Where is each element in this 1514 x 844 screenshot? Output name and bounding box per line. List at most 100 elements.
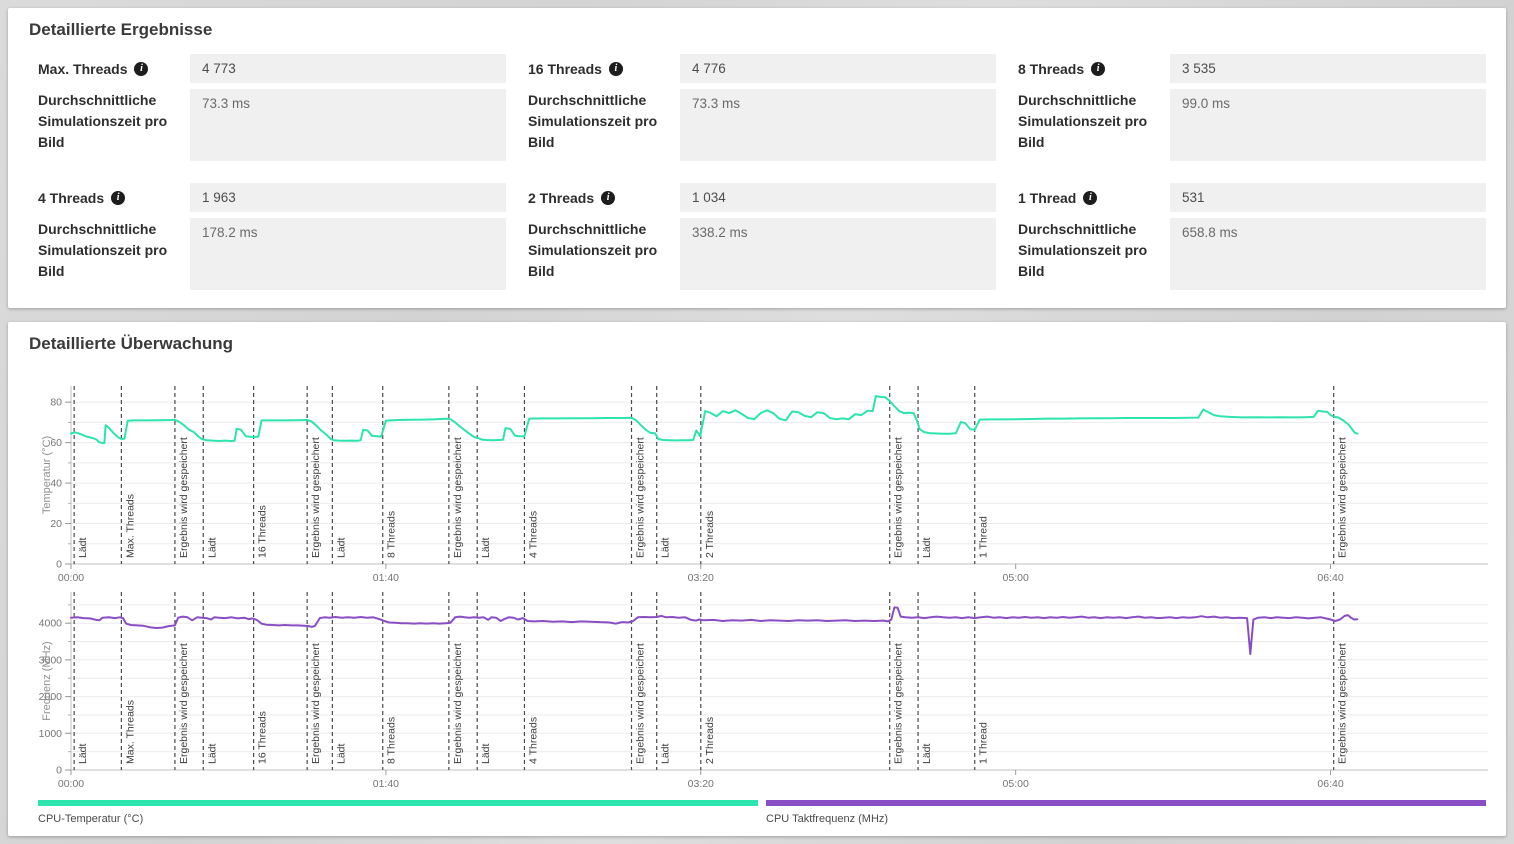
event-marker-label: Max. Threads: [124, 494, 136, 558]
x-tick-label: 06:40: [1317, 572, 1343, 584]
cpu-temperature-chart: 0 20 40 60 80 00:00 01:40 03:20 05:00 06:40 Lädt Ma…: [41, 386, 1488, 584]
event-marker-label: Max. Threads: [124, 700, 136, 764]
result-item: 4 Threads i 1 963 Durchschnittliche Simu…: [38, 183, 506, 290]
result-label-text: 8 Threads: [1018, 60, 1085, 77]
result-label-text: 1 Thread: [1018, 189, 1077, 206]
y-tick-label: 60: [50, 437, 62, 449]
result-score-value: 531: [1182, 190, 1205, 205]
result-score-field: 4 776: [680, 54, 996, 83]
result-score-value: 3 535: [1182, 61, 1216, 76]
x-tick-label: 03:20: [688, 778, 714, 790]
avg-time-field: 99.0 ms: [1170, 89, 1486, 161]
results-grid: Max. Threads i 4 773 Durchschnittliche S…: [38, 54, 1486, 290]
y-tick-label: 3000: [39, 654, 63, 666]
event-marker-label: Lädt: [921, 743, 933, 764]
x-tick-label: 03:20: [688, 572, 714, 584]
result-item: 16 Threads i 4 776 Durchschnittliche Sim…: [528, 54, 996, 161]
event-marker-label: Ergebnis wird gespeichert: [1337, 437, 1349, 558]
result-item: Max. Threads i 4 773 Durchschnittliche S…: [38, 54, 506, 161]
avg-time-field: 338.2 ms: [680, 218, 996, 290]
info-icon[interactable]: i: [608, 61, 623, 76]
event-marker-label: Ergebnis wird gespeichert: [452, 437, 464, 558]
y-axis-title: Frequenz (MHz): [41, 641, 53, 720]
avg-time-label: Durchschnittliche Simulationszeit pro Bi…: [38, 92, 168, 150]
info-icon[interactable]: i: [601, 190, 616, 205]
info-icon[interactable]: i: [1091, 61, 1106, 76]
event-marker-label: 2 Threads: [704, 717, 716, 764]
x-tick-label: 05:00: [1003, 778, 1029, 790]
y-tick-label: 40: [50, 478, 62, 490]
result-score-value: 4 773: [202, 61, 236, 76]
series-line: [70, 606, 1359, 655]
result-label: 8 Threads i: [1018, 54, 1170, 83]
x-tick-label: 01:40: [373, 778, 399, 790]
event-marker-label: Ergebnis wird gespeichert: [178, 437, 190, 558]
event-marker-label: Ergebnis wird gespeichert: [452, 643, 464, 764]
x-tick-label: 05:00: [1003, 572, 1029, 584]
y-tick-label: 1000: [39, 728, 63, 740]
event-marker-label: Ergebnis wird gespeichert: [1337, 643, 1349, 764]
event-marker-label: Lädt: [335, 743, 347, 764]
monitoring-card: Detaillierte Überwachung 0 20 40 60 80 00:00 0…: [8, 322, 1506, 836]
event-marker-label: Lädt: [77, 743, 89, 764]
event-marker-label: 8 Threads: [386, 717, 398, 764]
avg-time-field: 73.3 ms: [680, 89, 996, 161]
avg-time-label: Durchschnittliche Simulationszeit pro Bi…: [528, 221, 658, 279]
legend-item-temperature[interactable]: CPU-Temperatur (°C): [38, 800, 758, 825]
result-item: 1 Thread i 531 Durchschnittliche Simulat…: [1018, 183, 1486, 290]
event-marker-label: Ergebnis wird gespeichert: [893, 643, 905, 764]
avg-time-field: 73.3 ms: [190, 89, 506, 161]
event-marker-label: Lädt: [206, 537, 218, 558]
event-marker-label: Lädt: [660, 537, 672, 558]
result-score-field: 1 963: [190, 183, 506, 212]
event-marker-label: 4 Threads: [527, 511, 539, 558]
event-marker-label: Lädt: [77, 537, 89, 558]
cpu-frequency-chart: 0 1000 2000 3000 4000 00:00 01:40 03:20 05:00 06:…: [39, 592, 1488, 790]
result-label: 16 Threads i: [528, 54, 680, 83]
avg-time-field: 178.2 ms: [190, 218, 506, 290]
y-tick-label: 0: [56, 559, 62, 571]
y-tick-label: 80: [50, 397, 62, 409]
result-item: 8 Threads i 3 535 Durchschnittliche Simu…: [1018, 54, 1486, 161]
temperature-legend-label: CPU-Temperatur (°C): [38, 813, 144, 825]
frequency-legend-label: CPU Taktfrequenz (MHz): [766, 813, 889, 825]
y-tick-label: 2000: [39, 691, 63, 703]
event-marker-label: Lädt: [335, 537, 347, 558]
x-tick-label: 00:00: [58, 778, 84, 790]
result-label: Max. Threads i: [38, 54, 190, 83]
x-tick-label: 00:00: [58, 572, 84, 584]
chart-legend: CPU-Temperatur (°C) CPU Taktfrequenz (MH…: [38, 800, 1486, 825]
result-score-value: 1 034: [692, 190, 726, 205]
result-label: 4 Threads i: [38, 183, 190, 212]
event-marker-label: Ergebnis wird gespeichert: [178, 643, 190, 764]
monitoring-title: Detaillierte Überwachung: [29, 334, 234, 353]
result-label-text: Max. Threads: [38, 60, 128, 77]
avg-time-value: 338.2 ms: [692, 225, 748, 240]
event-marker-label: 2 Threads: [704, 511, 716, 558]
event-marker-label: Lädt: [480, 743, 492, 764]
result-label-text: 2 Threads: [528, 189, 595, 206]
result-score-field: 1 034: [680, 183, 996, 212]
event-marker-label: Ergebnis wird gespeichert: [310, 643, 322, 764]
event-marker-label: Lädt: [660, 743, 672, 764]
avg-time-label: Durchschnittliche Simulationszeit pro Bi…: [1018, 92, 1148, 150]
legend-item-frequency[interactable]: CPU Taktfrequenz (MHz): [766, 800, 1486, 825]
event-marker-label: 16 Threads: [257, 505, 269, 558]
result-score-value: 4 776: [692, 61, 726, 76]
result-label-text: 16 Threads: [528, 60, 602, 77]
info-icon[interactable]: i: [111, 190, 126, 205]
info-icon[interactable]: i: [134, 61, 149, 76]
event-marker-label: 4 Threads: [527, 717, 539, 764]
event-marker-label: Ergebnis wird gespeichert: [635, 437, 647, 558]
event-marker-label: Ergebnis wird gespeichert: [893, 437, 905, 558]
event-marker-label: Lädt: [921, 537, 933, 558]
series-line: [70, 395, 1359, 444]
y-tick-label: 4000: [39, 618, 63, 630]
result-label: 2 Threads i: [528, 183, 680, 212]
y-tick-label: 20: [50, 518, 62, 530]
temperature-legend-swatch: [38, 800, 758, 806]
info-icon[interactable]: i: [1083, 190, 1098, 205]
result-score-value: 1 963: [202, 190, 236, 205]
results-title: Detaillierte Ergebnisse: [29, 20, 213, 39]
